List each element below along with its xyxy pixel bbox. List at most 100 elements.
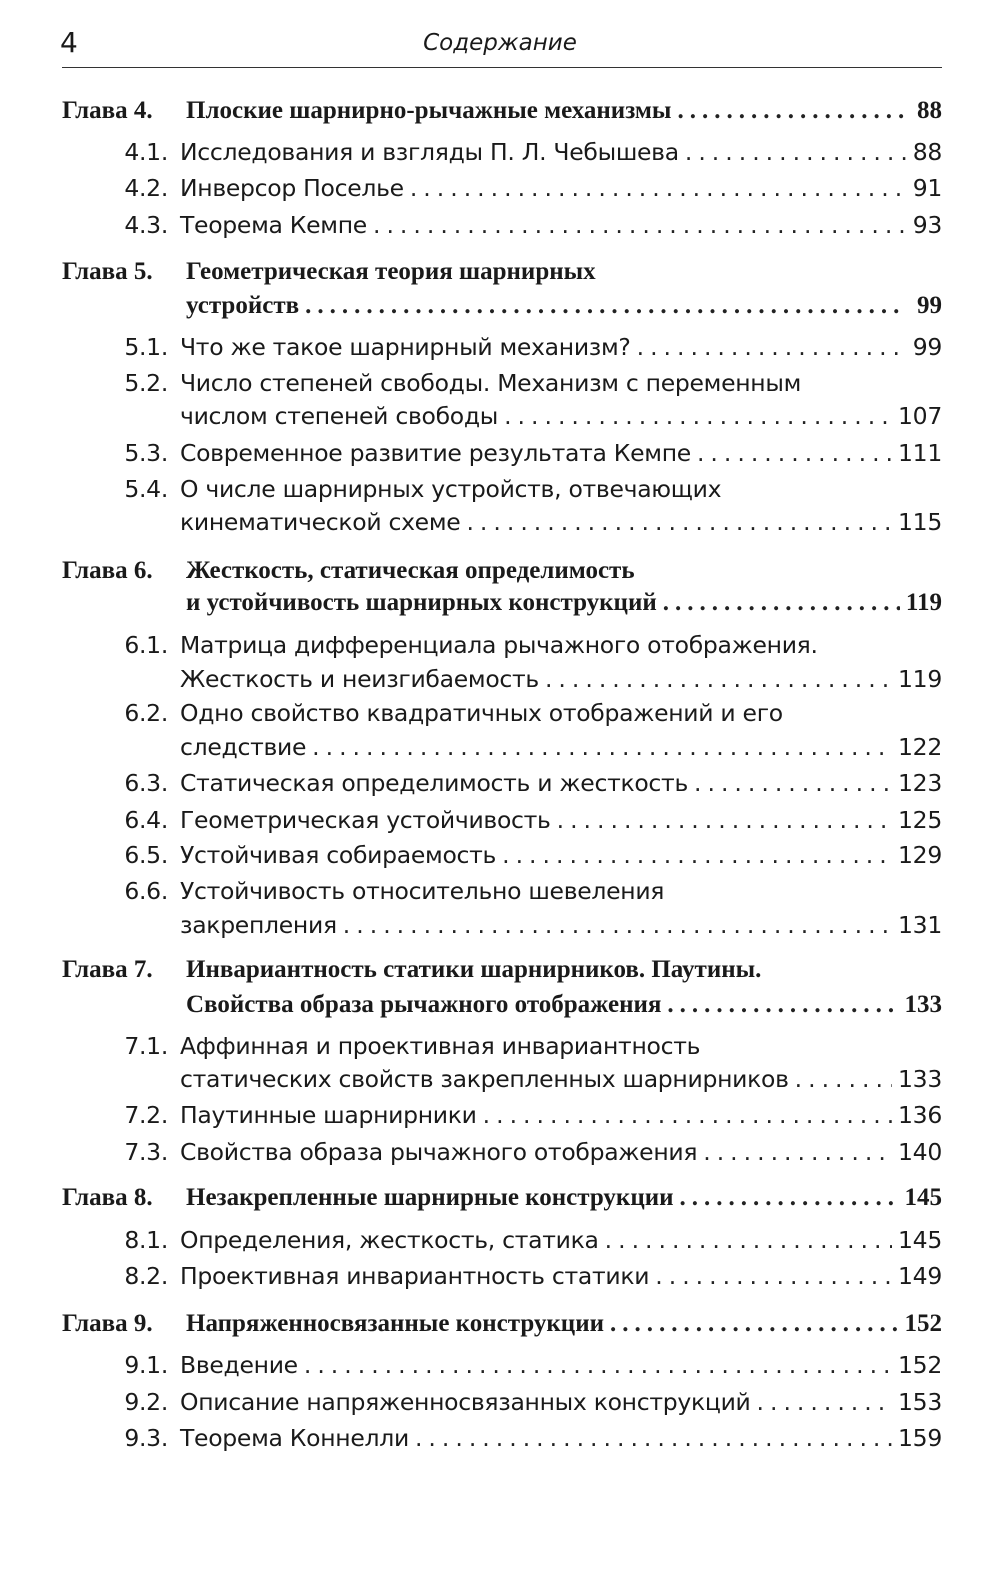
toc-page-number: 149 bbox=[898, 1262, 942, 1290]
toc-entry-title: Введение bbox=[180, 1351, 298, 1379]
toc-line: 9.2. Описание напряженносвязанных констру… bbox=[62, 1388, 942, 1424]
toc-line: 8.2. Проективная инвариантность статики..… bbox=[62, 1262, 942, 1298]
toc-entry-number: Глава 9. bbox=[62, 1310, 153, 1337]
toc-line: 7.1. Аффинная и проективная инвариантност… bbox=[62, 1032, 942, 1068]
toc-line: Глава 5. Геометрическая теория шарнирных bbox=[62, 258, 942, 294]
toc-entry-title: Аффинная и проективная инвариантность bbox=[180, 1032, 701, 1060]
toc-line: 6.4. Геометрическая устойчивость.........… bbox=[62, 806, 942, 842]
toc-entry-title: Геометрическая теория шарнирных bbox=[186, 258, 596, 285]
toc-entry-number: Глава 4. bbox=[62, 97, 153, 124]
toc-line: 5.1. Что же такое шарнирный механизм?....… bbox=[62, 333, 942, 369]
dot-leader: ........................................… bbox=[610, 1310, 899, 1337]
toc-entry-title: следствие bbox=[180, 733, 307, 761]
toc-entry-title: Незакрепленные шарнирные конструкции bbox=[186, 1184, 674, 1211]
toc-entry-title: устройств bbox=[186, 292, 300, 319]
toc-entry-title: Плоские шарнирно-рычажные механизмы bbox=[186, 97, 672, 124]
toc-page-number: 131 bbox=[898, 911, 942, 939]
toc-page-number: 133 bbox=[904, 991, 943, 1018]
toc-line: 6.5. Устойчивая собираемость.............… bbox=[62, 841, 942, 877]
toc-entry-number: 7.1. bbox=[124, 1032, 168, 1060]
toc-entry-number: 5.3. bbox=[124, 439, 168, 467]
toc-entry-number: 6.3. bbox=[124, 769, 168, 797]
toc-entry-number: 5.4. bbox=[124, 475, 168, 503]
toc-page-number: 152 bbox=[904, 1310, 943, 1337]
toc-entry-number: 8.2. bbox=[124, 1262, 168, 1290]
toc-line: Глава 7. Инвариантность статики шарнирник… bbox=[62, 956, 942, 992]
toc-line: устройств...............................… bbox=[62, 292, 942, 328]
toc-line: числом степеней свободы.................… bbox=[62, 402, 942, 438]
toc-entry-title: Паутинные шарнирники bbox=[180, 1101, 477, 1129]
dot-leader: ........................................… bbox=[662, 589, 900, 616]
toc-page-number: 88 bbox=[917, 97, 942, 124]
toc-page-number: 91 bbox=[912, 174, 943, 202]
dot-leader: ........................................… bbox=[694, 769, 893, 797]
toc-page-number: 152 bbox=[898, 1351, 942, 1379]
toc-page-number: 133 bbox=[898, 1065, 942, 1093]
toc-entry-number: 6.1. bbox=[124, 631, 168, 659]
toc-page-number: 140 bbox=[898, 1138, 942, 1166]
toc-page-number: 119 bbox=[898, 665, 942, 693]
toc-entry-number: 4.3. bbox=[124, 211, 168, 239]
toc-page-number: 99 bbox=[917, 292, 942, 319]
toc-entry-number: Глава 5. bbox=[62, 258, 153, 285]
toc-line: 5.2. Число степеней свободы. Механизм с п… bbox=[62, 369, 942, 405]
dot-leader: ........................................… bbox=[504, 402, 892, 430]
dot-leader: ........................................… bbox=[756, 1388, 893, 1416]
toc-entry-title: и устойчивость шарнирных конструкций bbox=[186, 589, 657, 616]
toc-line: 6.3. Статическая определимость и жесткост… bbox=[62, 769, 942, 805]
toc-entry-number: Глава 6. bbox=[62, 557, 153, 584]
toc-entry-title: Матрица дифференциала рычажного отображе… bbox=[180, 631, 818, 659]
toc-line: и устойчивость шарнирных конструкций....… bbox=[62, 589, 942, 625]
page-number: 4 bbox=[60, 26, 78, 59]
toc-entry-title: Инверсор Поселье bbox=[180, 174, 404, 202]
toc-line: 8.1. Определения, жесткость, статика.....… bbox=[62, 1226, 942, 1262]
toc-entry-number: 5.2. bbox=[124, 369, 168, 397]
toc-entry-number: 6.2. bbox=[124, 699, 168, 727]
toc-entry-title: Геометрическая устойчивость bbox=[180, 806, 551, 834]
toc-entry-title: Устойчивая собираемость bbox=[180, 841, 497, 869]
dot-leader: ........................................… bbox=[303, 1351, 892, 1379]
toc-entry-number: 5.1. bbox=[124, 333, 168, 361]
toc-page-number: 115 bbox=[898, 508, 942, 536]
toc-line: 5.4. О числе шарнирных устройств, отвечаю… bbox=[62, 475, 942, 511]
dot-leader: ........................................… bbox=[667, 991, 898, 1018]
dot-leader: ........................................… bbox=[482, 1101, 892, 1129]
dot-leader: ........................................… bbox=[636, 333, 906, 361]
toc-page-number: 122 bbox=[898, 733, 942, 761]
dot-leader: ........................................… bbox=[679, 1184, 899, 1211]
toc-line: 4.3. Теорема Кемпе.......................… bbox=[62, 211, 942, 247]
toc-entry-title: Свойства образа рычажного отображения bbox=[180, 1138, 698, 1166]
toc-line: 6.1. Матрица дифференциала рычажного отоб… bbox=[62, 631, 942, 667]
toc-entry-number: 9.2. bbox=[124, 1388, 168, 1416]
toc-entry-number: 7.3. bbox=[124, 1138, 168, 1166]
toc-page-number: 136 bbox=[898, 1101, 942, 1129]
toc-line: 6.6. Устойчивость относительно шевеления bbox=[62, 877, 942, 913]
dot-leader: ........................................… bbox=[604, 1226, 892, 1254]
toc-entry-number: Глава 7. bbox=[62, 956, 153, 983]
toc-entry-title: числом степеней свободы bbox=[180, 402, 499, 430]
toc-page-number: 93 bbox=[912, 211, 943, 239]
dot-leader: ........................................… bbox=[305, 292, 906, 319]
toc-line: следствие...............................… bbox=[62, 733, 942, 769]
dot-leader: ........................................… bbox=[466, 508, 892, 536]
toc-entry-title: Что же такое шарнирный механизм? bbox=[180, 333, 631, 361]
toc-page-number: 111 bbox=[898, 439, 942, 467]
toc-line: Глава 6. Жесткость, статическая определим… bbox=[62, 557, 942, 593]
toc-entry-number: 4.2. bbox=[124, 174, 168, 202]
toc-entry-title: Инвариантность статики шарнирников. Паут… bbox=[186, 956, 762, 983]
toc-line: 4.1. Исследования и взгляды П. Л. Чебышев… bbox=[62, 138, 942, 174]
toc-page-number: 153 bbox=[898, 1388, 942, 1416]
toc-line: Свойства образа рычажного отображения...… bbox=[62, 991, 942, 1027]
dot-leader: ........................................… bbox=[372, 211, 906, 239]
toc-line: закрепления.............................… bbox=[62, 911, 942, 947]
toc-entry-title: Жесткость и неизгибаемость bbox=[180, 665, 539, 693]
dot-leader: ........................................… bbox=[502, 841, 893, 869]
toc-page-number: 119 bbox=[905, 589, 942, 616]
toc-page-number: 145 bbox=[904, 1184, 943, 1211]
toc-entry-number: 7.2. bbox=[124, 1101, 168, 1129]
dot-leader: ........................................… bbox=[703, 1138, 892, 1166]
dot-leader: ........................................… bbox=[409, 174, 906, 202]
toc-entry-title: кинематической схеме bbox=[180, 508, 461, 536]
toc-page-number: 88 bbox=[912, 138, 943, 166]
toc-line: статических свойств закрепленных шарнирн… bbox=[62, 1065, 942, 1101]
